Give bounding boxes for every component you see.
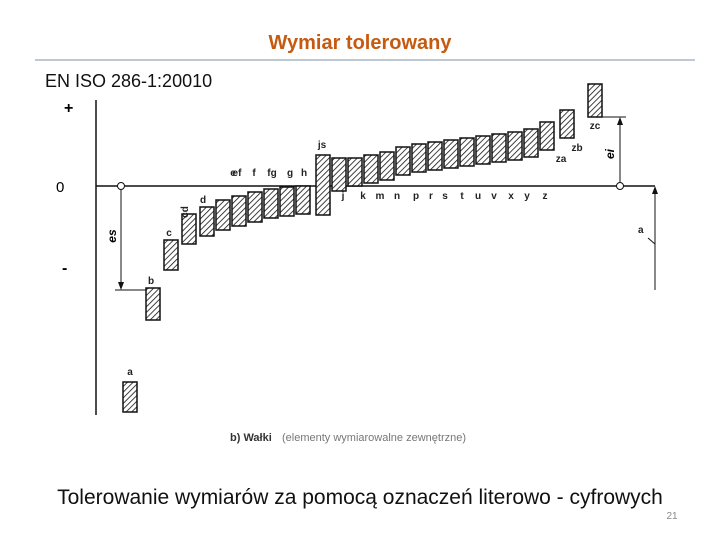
zone-label: y [524,191,530,202]
minus-label: - [62,260,67,277]
tolerance-zone [587,83,603,118]
zone-label: za [556,154,567,165]
zone-label: g [287,168,293,179]
caption-rest: (elementy wymiarowalne zewnętrzne) [282,432,466,444]
zone-label: js [317,140,327,151]
tolerance-zone [247,191,263,223]
zone-label: f [252,168,256,179]
tolerance-zone [199,206,215,237]
es-origin [117,182,125,190]
tolerance-zone [331,157,347,192]
tolerance-zone [395,146,411,176]
tolerance-diagram [95,100,658,415]
tolerance-zone [539,121,555,151]
tolerance-zone [507,131,523,161]
tolerance-zone [315,154,331,216]
tolerance-zone [459,137,475,167]
tolerance-zone [181,213,197,245]
zone-label: n [394,191,400,202]
footer-text: Tolerowanie wymiarów za pomocą oznaczeń … [57,486,663,509]
zone-label: r [429,191,433,202]
tolerance-zone [491,133,507,163]
tolerance-zone [145,287,161,321]
zone-label: v [491,191,497,202]
zone-label: j [341,191,345,202]
zone-label: m [376,191,385,202]
slide-title: Wymiar tolerowany [268,32,452,54]
zone-label: k [360,191,366,202]
zone-label: e [230,168,236,179]
zone-label: zb [571,143,582,154]
zone-label: h [301,168,307,179]
zone-label: d [200,195,206,206]
zone-label: b [148,276,154,287]
tolerance-zone [427,141,443,171]
tolerance-zone [411,143,427,173]
zone-label: t [460,191,464,202]
tolerance-zone [279,186,295,217]
tolerance-zone [443,139,459,169]
tolerance-zone [263,188,279,219]
tolerance-zone [475,135,491,165]
zone-label: u [475,191,481,202]
tolerance-zone [122,381,138,413]
tolerance-zone [347,157,363,187]
zone-label: ef [233,168,243,179]
zero-label: 0 [56,179,64,196]
tolerance-zone [363,154,379,184]
zone-label: fg [267,168,276,179]
zone-label: z [543,191,548,202]
tolerance-zone [163,239,179,271]
zone-label: s [442,191,448,202]
zone-label: zc [590,121,601,132]
tolerance-zone [215,199,231,231]
page-number: 21 [666,511,678,522]
tolerance-zone [523,128,539,158]
zone-label: x [508,191,514,202]
plus-label: + [64,100,73,117]
tolerance-zone [295,185,311,215]
a-right-label: a [638,225,644,236]
a-leader [647,237,656,245]
subtitle: EN ISO 286-1:20010 [45,71,212,91]
zone-label: a [127,367,133,378]
caption-bold: b) Wałki [230,432,272,444]
tolerance-zone [559,109,575,139]
tolerance-zone [231,195,247,227]
zone-label: cd [180,206,191,218]
zone-label: p [413,191,419,202]
zone-label: c [166,228,172,239]
ei-origin [616,182,624,190]
tolerance-zone [379,151,395,181]
ei-label: ei [603,148,617,159]
es-label: es [105,229,119,243]
